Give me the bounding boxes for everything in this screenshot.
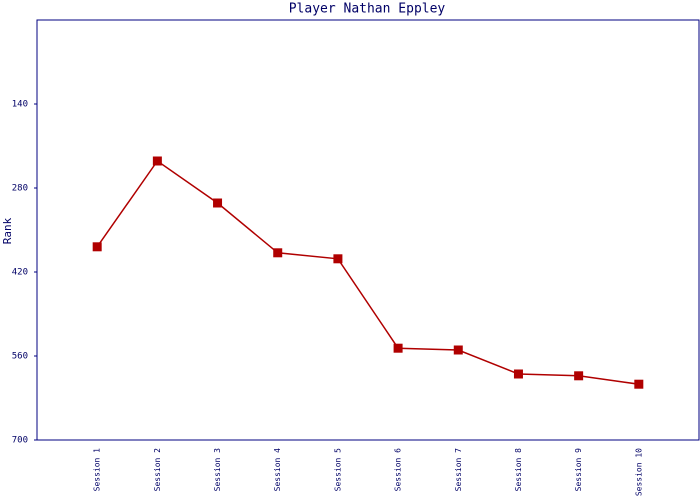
data-point (453, 345, 463, 355)
y-tick-label: 560 (12, 352, 28, 362)
y-tick-label: 280 (12, 184, 28, 194)
data-point (152, 156, 162, 166)
x-tick-label: Session 8 (514, 448, 523, 492)
data-point (634, 379, 644, 389)
data-point (273, 248, 283, 258)
y-tick-label: 700 (12, 436, 28, 446)
x-tick-label: Session 5 (333, 448, 342, 492)
x-tick-label: Session 4 (273, 448, 282, 492)
x-tick-label: Session 3 (213, 448, 222, 492)
y-tick-label: 420 (12, 268, 28, 278)
y-tick-label: 140 (12, 100, 28, 110)
series-line (96, 159, 639, 385)
x-tick-label: Session 10 (634, 448, 643, 496)
data-point (333, 254, 343, 264)
data-point (513, 369, 523, 379)
x-tick-label: Session 9 (574, 448, 583, 492)
x-tick-label: Session 7 (454, 448, 463, 492)
x-tick-label: Session 2 (153, 448, 162, 492)
data-point (574, 371, 584, 381)
y-axis-label: Rank (1, 217, 14, 244)
x-tick-label: Session 6 (394, 448, 403, 492)
x-tick-label: Session 1 (93, 448, 102, 492)
data-point (92, 242, 102, 252)
data-point (393, 343, 403, 353)
plot-frame (36, 19, 700, 441)
chart-title: Player Nathan Eppley (289, 2, 446, 17)
data-point (213, 198, 223, 208)
